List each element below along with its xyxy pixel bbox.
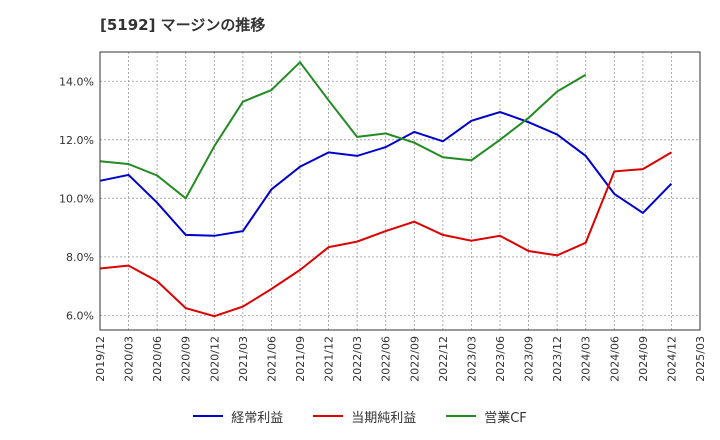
- axes: 6.0% 8.0% 10.0% 12.0% 14.0% 2019/12 2020/03 202…: [59, 51, 707, 382]
- x-tick-label: 2020/03: [123, 336, 136, 382]
- x-tick-label: 2020/06: [151, 336, 164, 382]
- x-tick-label: 2022/06: [380, 336, 393, 382]
- x-tick-label: 2024/06: [608, 336, 621, 382]
- y-tick-label: 10.0%: [59, 192, 94, 205]
- legend-label: 当期純利益: [351, 410, 417, 426]
- x-tick-label: 2020/12: [208, 336, 221, 382]
- x-tick-label: 2019/12: [94, 336, 107, 382]
- plot-frame: [99, 51, 701, 331]
- x-tick-label: 2021/06: [265, 336, 278, 382]
- x-tick-label: 2022/03: [351, 336, 364, 382]
- x-tick-label: 2023/09: [523, 336, 536, 382]
- series-line: [99, 151, 672, 318]
- x-tick-label: 2023/06: [494, 336, 507, 382]
- y-tick-label: 12.0%: [59, 134, 94, 147]
- y-tick-label: 14.0%: [59, 75, 94, 88]
- x-tick-label: 2021/03: [237, 336, 250, 382]
- legend-swatch: [446, 415, 477, 417]
- x-tick-label: 2025/03: [694, 336, 707, 382]
- x-tick-label: 2024/03: [580, 336, 593, 382]
- legend-swatch: [313, 415, 344, 417]
- legend-swatch: [193, 415, 224, 417]
- series-line: [99, 110, 673, 237]
- x-tick-label: 2021/12: [323, 336, 336, 382]
- x-tick-label: 2023/12: [551, 336, 564, 382]
- y-tick-label: 8.0%: [66, 251, 94, 264]
- legend-label: 経常利益: [231, 410, 284, 426]
- x-tick-label: 2023/03: [465, 336, 478, 382]
- legend: 経常利益 当期純利益 営業CF: [0, 405, 720, 427]
- x-tick-label: 2024/12: [665, 336, 678, 382]
- x-tick-label: 2024/09: [637, 336, 650, 382]
- x-tick-label: 2021/09: [294, 336, 307, 382]
- legend-item: 当期純利益: [313, 407, 416, 426]
- series-lines: [99, 60, 673, 318]
- legend-item: 営業CF: [446, 407, 527, 426]
- x-tick-label: 2022/09: [408, 336, 421, 382]
- x-tick-label: 2020/09: [180, 336, 193, 382]
- chart-title: [5192] マージンの推移: [100, 16, 266, 34]
- y-tick-label: 6.0%: [66, 309, 94, 322]
- legend-label: 営業CF: [484, 410, 527, 426]
- x-tick-label: 2022/12: [437, 336, 450, 382]
- series-line: [99, 60, 587, 200]
- legend-item: 経常利益: [193, 407, 283, 426]
